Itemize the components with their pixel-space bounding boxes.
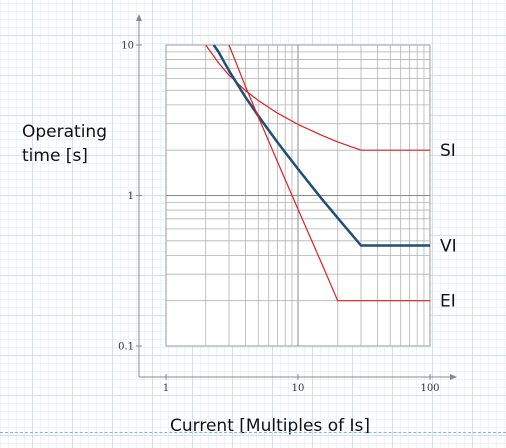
x-axis-arrow-icon [450, 374, 457, 380]
tick-labels: 1 10 100 0.1 1 10 [118, 41, 439, 395]
y-tick-label: 10 [121, 41, 134, 52]
x-axis-title: Current [Multiples of Is] [170, 416, 370, 436]
series-labels: SI VI EI [440, 141, 457, 311]
series-line-ei [228, 44, 430, 302]
x-tick-label: 100 [420, 383, 439, 394]
y-axis-title-line-1: Operating [22, 122, 107, 142]
axes [136, 14, 457, 380]
axis-titles: Operating time [s] Current [Multiples of… [22, 122, 370, 436]
series-line-vi [212, 44, 430, 247]
plot-grid [165, 44, 431, 347]
series-label-ei: EI [440, 292, 456, 312]
page-divider [0, 432, 506, 433]
y-tick-label: 1 [128, 191, 134, 202]
x-tick-label: 1 [163, 383, 169, 394]
y-axis-title-line-2: time [s] [22, 146, 88, 166]
series-lines [205, 44, 430, 302]
series-label-si: SI [440, 141, 456, 161]
x-tick-label: 10 [292, 383, 305, 394]
series-label-vi: VI [440, 237, 457, 257]
series-line-si [205, 44, 430, 151]
y-tick-label: 0.1 [118, 342, 134, 353]
y-axis-arrow-icon [136, 14, 142, 21]
